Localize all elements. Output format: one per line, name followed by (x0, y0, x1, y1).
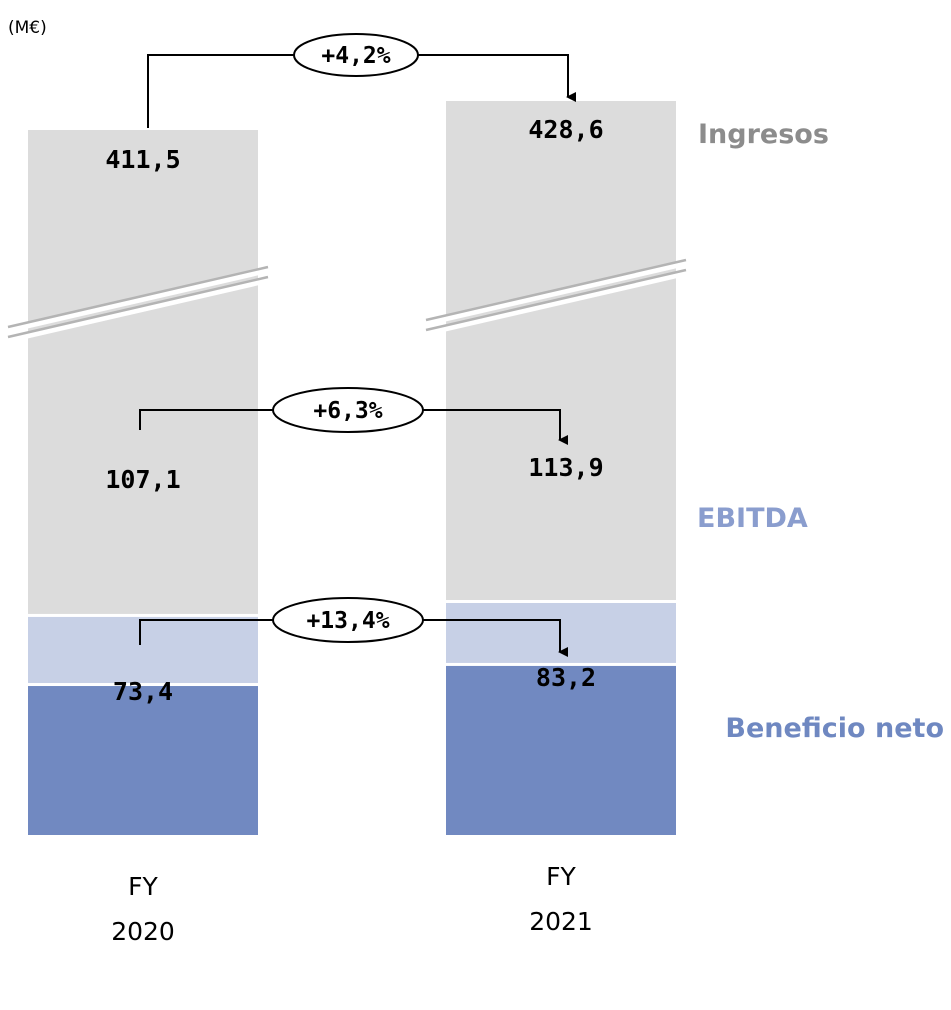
axis-break-line (7, 275, 269, 339)
axis-break-gap (7, 277, 269, 343)
series-label-ebitda: EBITDA (697, 503, 808, 534)
value-label-beneficio-neto-2021: 83,2 (536, 663, 596, 692)
bar-ingresos-2020 (28, 130, 258, 614)
axis-break-line (425, 268, 687, 332)
value-label-beneficio-neto-2020: 73,4 (113, 677, 173, 706)
value-label-ebitda-2021: 113,9 (528, 453, 603, 482)
category-year-2021: 2021 (529, 907, 593, 936)
value-label-ingresos-2020: 411,5 (105, 145, 180, 174)
series-label-ingresos: Ingresos (698, 119, 829, 150)
bar-ebitda-2020 (28, 616, 258, 684)
growth-label-ebitda: +6,3% (313, 398, 382, 424)
axis-break-gap (425, 260, 687, 326)
growth-bubble-beneficio-neto (272, 597, 424, 643)
growth-label-ingresos: +4,2% (321, 43, 390, 69)
category-label-2020: FY (128, 872, 158, 901)
axis-break-gap (425, 270, 687, 336)
axis-break-gap (7, 267, 269, 333)
axis-break-line (425, 258, 687, 322)
bar-beneficio-neto-2020 (28, 686, 258, 835)
growth-bubble-ingresos (293, 33, 419, 77)
category-year-2020: 2020 (111, 917, 175, 946)
value-label-ingresos-2021: 428,6 (528, 115, 603, 144)
bar-beneficio-neto-2021 (446, 665, 676, 835)
growth-label-beneficio-neto: +13,4% (306, 608, 389, 634)
unit-label: (M€) (8, 18, 47, 38)
category-label-2021: FY (546, 862, 576, 891)
series-label-beneficio-neto: Beneficio neto (725, 713, 944, 744)
growth-bubble-ebitda (272, 387, 424, 433)
value-label-ebitda-2020: 107,1 (105, 465, 180, 494)
bar-ingresos-2021 (446, 101, 676, 601)
axis-break-line (7, 265, 269, 329)
